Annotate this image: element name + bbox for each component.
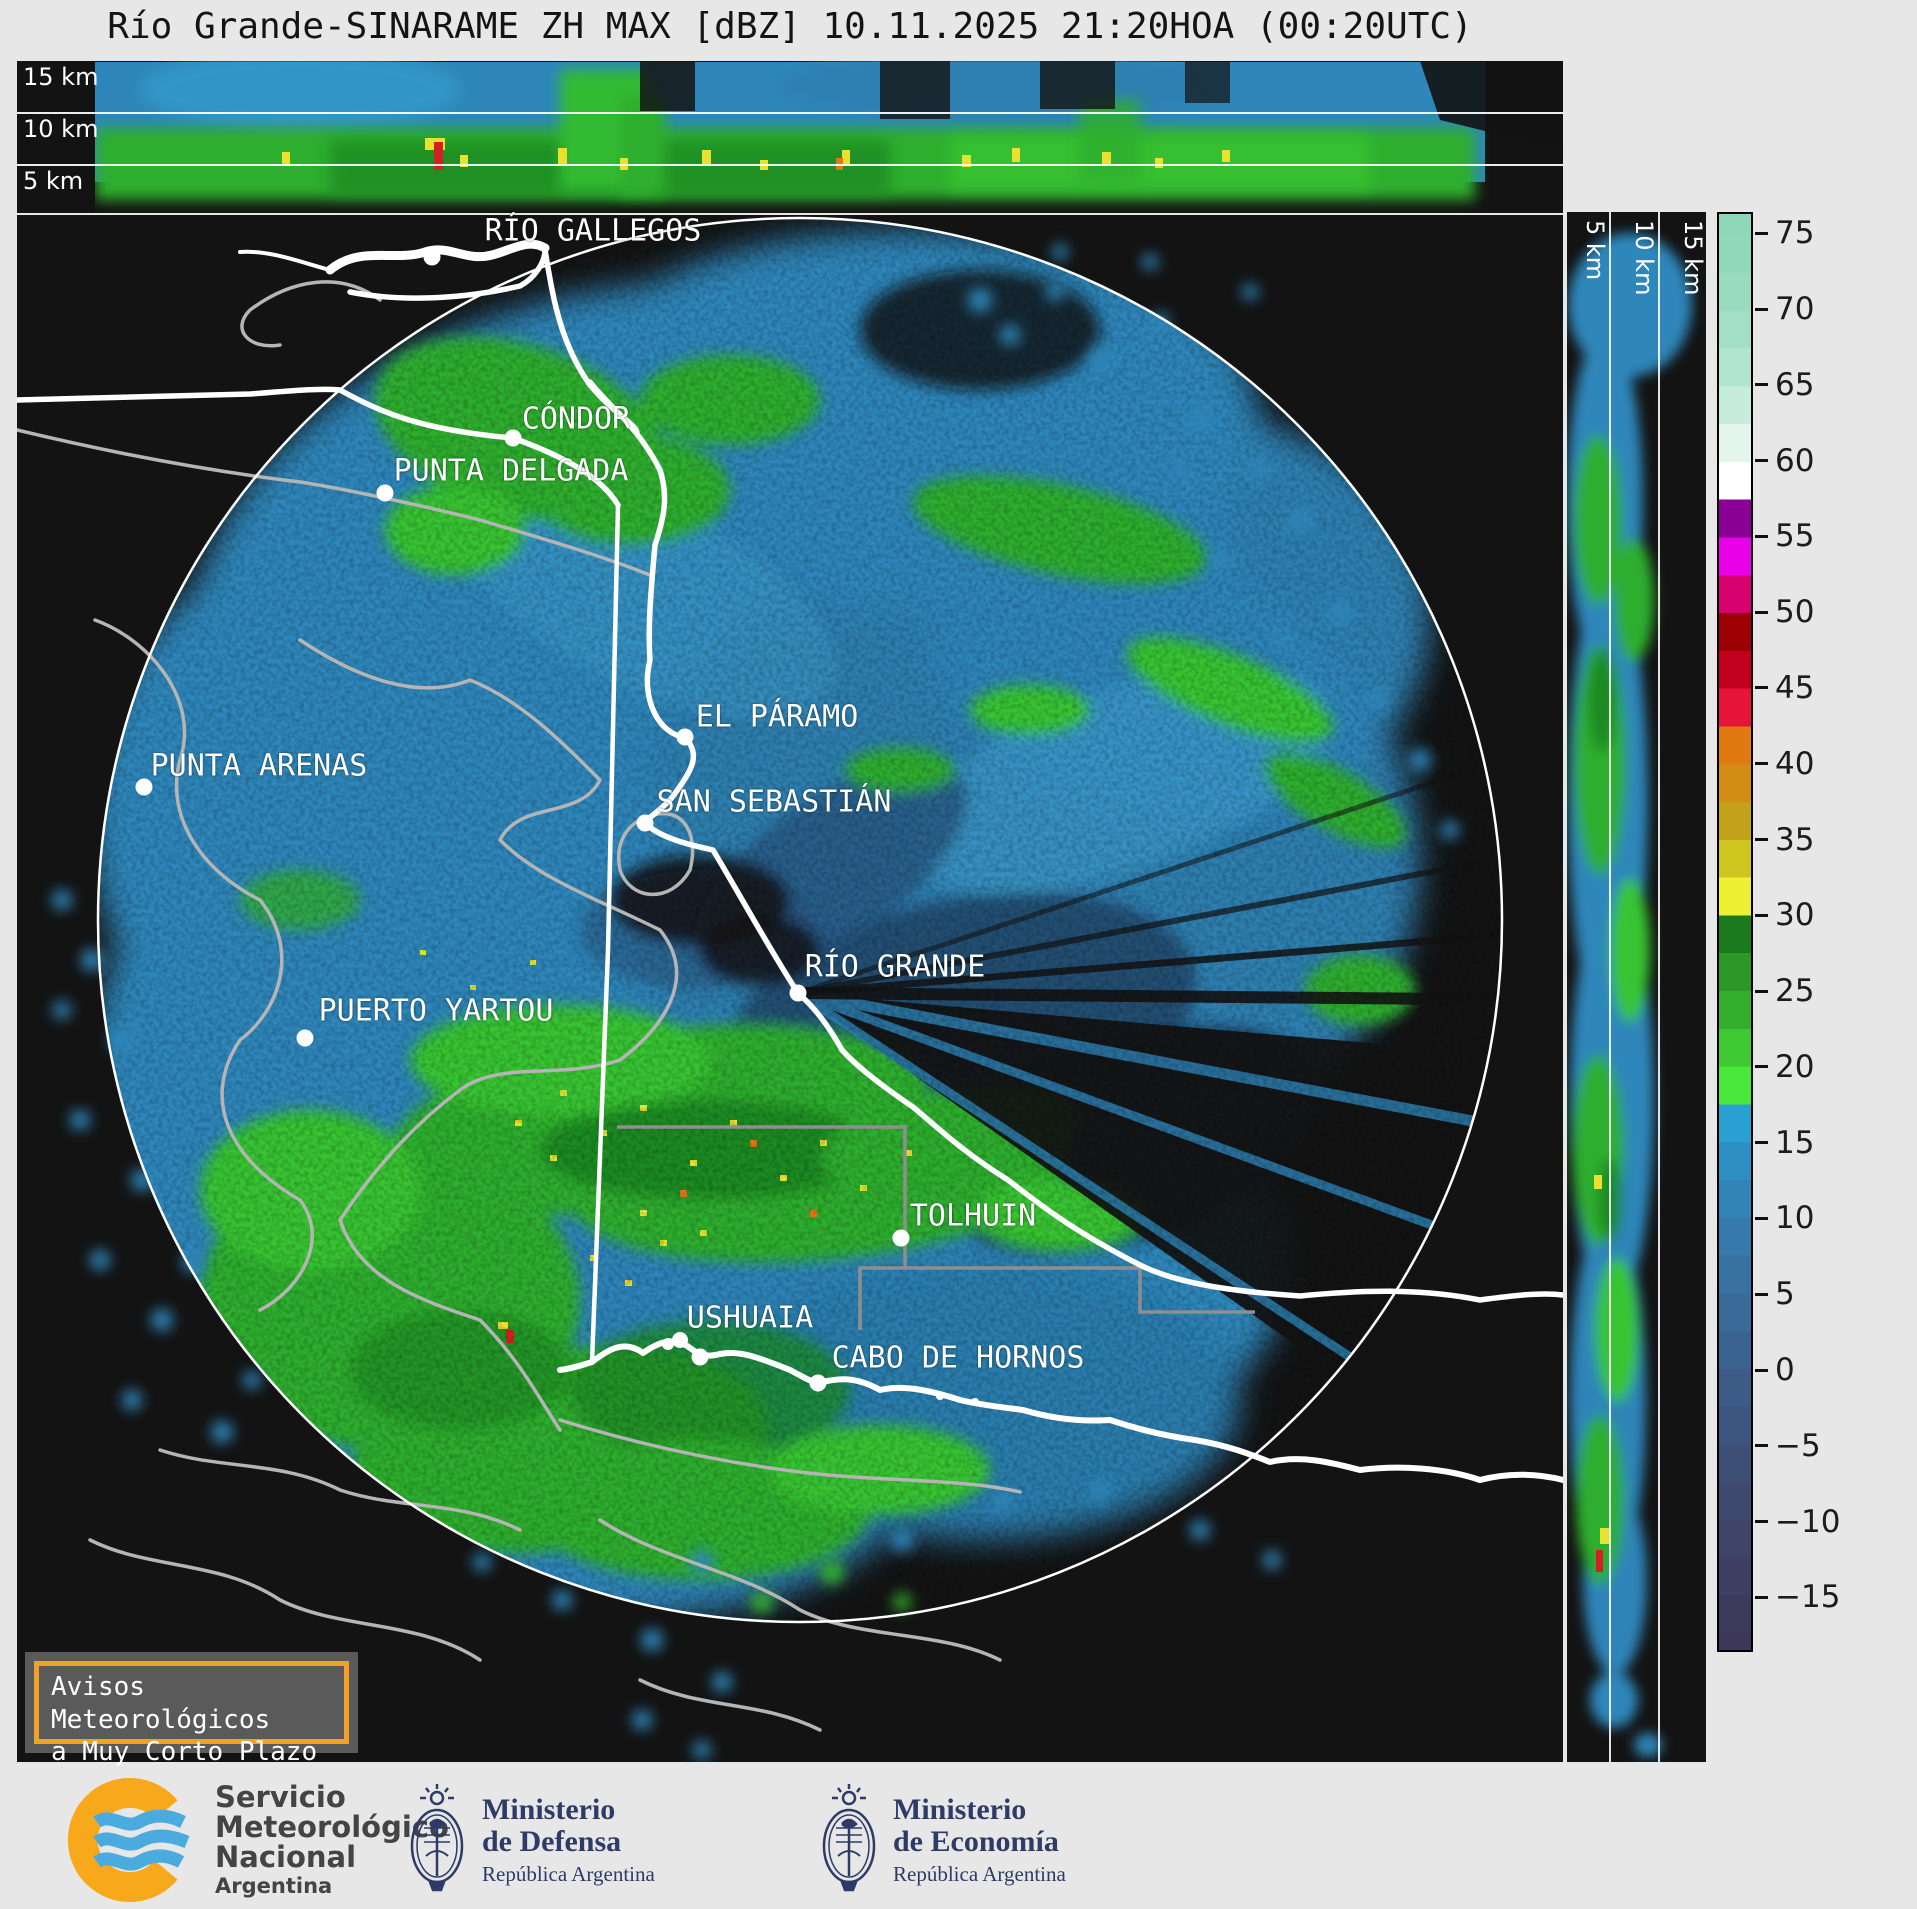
defensa-line2: de Defensa — [482, 1825, 622, 1859]
colorbar-tick-0 — [1755, 1368, 1768, 1372]
smn-logo-text: Servicio Meteorológico Nacional Argentin… — [215, 1780, 449, 1899]
colorbar-label-0: 0 — [1775, 1352, 1795, 1389]
colorbar: 75 70 65 60 55 50 45 40 35 30 25 20 15 10 5 0 −5 −10 −15 — [1717, 212, 1917, 1652]
warning-line2: a Muy Corto Plazo — [51, 1737, 318, 1767]
colorbar-label-35: 35 — [1775, 821, 1815, 858]
radar-echo-field — [98, 218, 1502, 1622]
colorbar-tick-75 — [1755, 231, 1768, 235]
colorbar-label-75: 75 — [1775, 215, 1815, 252]
colorbar-tick-70 — [1755, 307, 1768, 311]
page-title: Río Grande-SINARAME ZH MAX [dBZ] 10.11.2… — [107, 6, 1473, 47]
colorbar-tick-40 — [1755, 762, 1768, 766]
colorbar-label-−5: −5 — [1775, 1427, 1821, 1464]
range-ring — [96, 216, 1504, 1624]
economia-logo-text: Ministerio de Economía República Argenti… — [893, 1793, 1066, 1887]
radar-map-art — [17, 216, 1563, 1759]
scattered-echoes — [52, 244, 1459, 1759]
colorbar-label-65: 65 — [1775, 366, 1815, 403]
radar-map-panel: RÍO GALLEGOS CÓNDOR PUNTA DELGADA PUNTA ARE… — [17, 214, 1563, 1762]
warning-line1: Avisos Meteorológicos — [51, 1672, 271, 1735]
colorbar-gradient — [1717, 212, 1753, 1652]
colorbar-tick-55 — [1755, 534, 1768, 538]
colorbar-label-25: 25 — [1775, 973, 1815, 1010]
scattered-green-echoes — [751, 1560, 911, 1613]
colorbar-label-30: 30 — [1775, 897, 1815, 934]
top-cross-section-panel: 15 km 10 km 5 km — [17, 61, 1563, 213]
defensa-coat-of-arms-icon — [410, 1784, 464, 1892]
colorbar-tick-35 — [1755, 838, 1768, 842]
right-panel-label-15km: 15 km — [1679, 220, 1707, 296]
warning-badge[interactable]: Avisos Meteorológicos a Muy Corto Plazo — [25, 1652, 358, 1767]
colorbar-label-20: 20 — [1775, 1048, 1815, 1085]
warning-badge-inner: Avisos Meteorológicos a Muy Corto Plazo — [34, 1661, 349, 1767]
colorbar-label-60: 60 — [1775, 442, 1815, 479]
colorbar-label-55: 55 — [1775, 518, 1815, 555]
colorbar-tick-30 — [1755, 913, 1768, 917]
colorbar-label-−10: −10 — [1775, 1503, 1841, 1540]
right-cross-section-echoes — [1567, 233, 1692, 1757]
defensa-logo-text: Ministerio de Defensa República Argentin… — [482, 1793, 655, 1887]
smn-line4: Argentina — [215, 1874, 333, 1899]
gray-coastlines — [17, 280, 1022, 1732]
colorbar-tick-25 — [1755, 989, 1768, 993]
smn-line3: Nacional — [215, 1840, 357, 1875]
economia-coat-of-arms-icon — [822, 1784, 876, 1892]
smn-line2: Meteorológico — [215, 1810, 449, 1845]
economia-line2: de Economía — [893, 1825, 1059, 1859]
colorbar-label-45: 45 — [1775, 669, 1815, 706]
colorbar-tick-−5 — [1755, 1444, 1768, 1448]
colorbar-label-70: 70 — [1775, 291, 1815, 327]
colorbar-tick-−10 — [1755, 1520, 1768, 1524]
colorbar-tick-15 — [1755, 1141, 1768, 1145]
top-panel-label-5km: 5 km — [23, 167, 84, 195]
colorbar-label-5: 5 — [1775, 1276, 1795, 1313]
economia-line1: Ministerio — [893, 1793, 1027, 1826]
right-cross-section-panel: 5 km 10 km 15 km — [1567, 212, 1707, 1762]
colorbar-tick-50 — [1755, 610, 1768, 614]
colorbar-label-15: 15 — [1775, 1124, 1815, 1161]
right-panel-gridline-10km — [1658, 212, 1660, 1762]
colorbar-label-−15: −15 — [1775, 1579, 1841, 1616]
smn-line1: Servicio — [215, 1780, 346, 1814]
smn-logo-icon — [67, 1778, 190, 1902]
colorbar-tick-10 — [1755, 1216, 1768, 1220]
defensa-line1: Ministerio — [482, 1793, 616, 1826]
right-panel-label-10km: 10 km — [1630, 220, 1658, 296]
top-panel-label-10km: 10 km — [23, 115, 99, 143]
top-cross-section-echoes — [17, 61, 1563, 213]
colorbar-tick-60 — [1755, 459, 1768, 463]
economia-line3: República Argentina — [893, 1862, 1066, 1887]
top-panel-gridline-10km — [17, 112, 1563, 114]
colorbar-label-50: 50 — [1775, 594, 1815, 631]
right-panel-label-5km: 5 km — [1581, 220, 1609, 281]
top-panel-gridline-5km — [17, 164, 1563, 166]
colorbar-tick-20 — [1755, 1065, 1768, 1069]
top-panel-label-15km: 15 km — [23, 63, 99, 91]
right-panel-gridline-5km — [1609, 212, 1611, 1762]
provincial-boundary — [617, 1125, 1255, 1330]
colorbar-tick-5 — [1755, 1292, 1768, 1296]
colorbar-tick-65 — [1755, 383, 1768, 387]
colorbar-tick-−15 — [1755, 1595, 1768, 1599]
defensa-line3: República Argentina — [482, 1862, 655, 1887]
colorbar-label-10: 10 — [1775, 1200, 1815, 1237]
colorbar-label-40: 40 — [1775, 745, 1815, 782]
colorbar-tick-45 — [1755, 686, 1768, 690]
